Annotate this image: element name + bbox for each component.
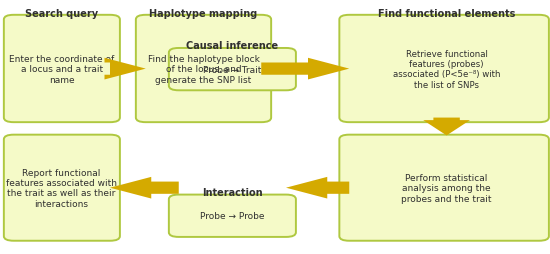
Text: Search query: Search query bbox=[25, 9, 98, 19]
Text: Report functional
features associated with
the trait as well as their
interactio: Report functional features associated wi… bbox=[6, 168, 117, 208]
Text: Probe → Trait: Probe → Trait bbox=[203, 66, 261, 75]
Text: Perform statistical
analysis among the
probes and the trait: Perform statistical analysis among the p… bbox=[402, 173, 492, 203]
Polygon shape bbox=[104, 58, 146, 80]
Polygon shape bbox=[424, 118, 470, 136]
FancyBboxPatch shape bbox=[339, 135, 549, 241]
Text: Causal inference: Causal inference bbox=[186, 41, 278, 51]
FancyBboxPatch shape bbox=[169, 49, 296, 91]
Text: Interaction: Interaction bbox=[202, 187, 262, 197]
Polygon shape bbox=[110, 177, 179, 199]
Polygon shape bbox=[286, 177, 349, 199]
Text: Retrieve functional
features (probes)
associated (P<5e⁻⁸) with
the list of SNPs: Retrieve functional features (probes) as… bbox=[393, 49, 500, 89]
FancyBboxPatch shape bbox=[4, 135, 120, 241]
FancyBboxPatch shape bbox=[339, 16, 549, 123]
Text: Probe → Probe: Probe → Probe bbox=[200, 211, 265, 220]
Text: Haplotype mapping: Haplotype mapping bbox=[150, 9, 257, 19]
Text: Find functional elements: Find functional elements bbox=[378, 9, 515, 19]
FancyBboxPatch shape bbox=[136, 16, 271, 123]
Text: Find the haplotype block
of the locus, and
generate the SNP list: Find the haplotype block of the locus, a… bbox=[147, 55, 260, 84]
FancyBboxPatch shape bbox=[4, 16, 120, 123]
Polygon shape bbox=[261, 58, 349, 80]
FancyBboxPatch shape bbox=[169, 195, 296, 237]
Text: Enter the coordinate of
a locus and a trait
name: Enter the coordinate of a locus and a tr… bbox=[9, 55, 114, 84]
